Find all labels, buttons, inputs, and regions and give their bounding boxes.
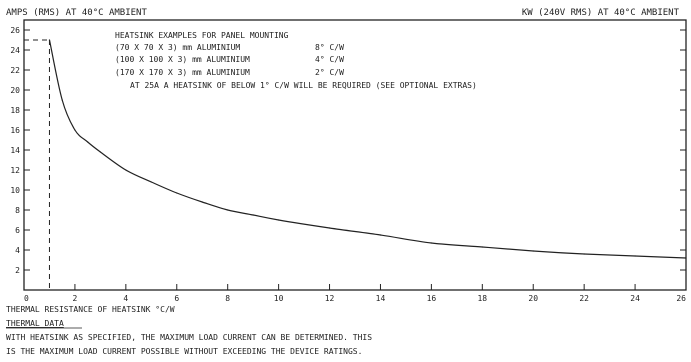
data-point	[328, 227, 331, 229]
x-tick-label: 18	[477, 294, 487, 303]
notes-row-1-rating: 8° C/W	[315, 43, 344, 52]
notes-row-1-size: (70 X 70 X 3) mm ALUMINIUM	[115, 43, 240, 52]
data-point	[227, 209, 229, 211]
y-tick-label: 4	[15, 246, 20, 255]
data-point	[74, 129, 76, 131]
right-axis-ticks	[680, 29, 686, 271]
notes-row-2-rating: 4° C/W	[315, 55, 344, 64]
right-axis-title: KW (240V RMS) AT 40°C AMBIENT	[522, 8, 680, 18]
x-tick-label: 2	[73, 294, 78, 303]
data-point	[379, 234, 382, 236]
notes-row-3-size: (170 X 170 X 3) mm ALUMINIUM	[115, 68, 250, 77]
data-point	[61, 99, 63, 101]
data-point	[685, 257, 687, 259]
x-tick-label: 14	[376, 294, 386, 303]
data-point	[176, 192, 178, 194]
data-point	[150, 181, 152, 183]
current-curve-line	[48, 39, 687, 259]
curve-points	[48, 39, 687, 259]
data-point	[252, 214, 254, 216]
heatsink-notes: HEATSINK EXAMPLES FOR PANEL MOUNTING (70…	[115, 31, 477, 90]
notes-warning: AT 25A A HEATSINK OF BELOW 1° C/W WILL B…	[130, 81, 477, 90]
y-tick-label: 10	[10, 186, 20, 195]
x-tick-label: 8	[225, 294, 230, 303]
y-tick-label: 26	[10, 26, 20, 35]
footer-line-2: IS THE MAXIMUM LOAD CURRENT POSSIBLE WIT…	[6, 347, 362, 356]
data-point	[201, 201, 203, 203]
x-tick-label: 22	[579, 294, 589, 303]
data-point	[99, 151, 101, 153]
y-tick-label: 22	[10, 66, 20, 75]
data-point	[48, 39, 51, 41]
notes-row-3-rating: 2° C/W	[315, 68, 344, 77]
plot-frame	[23, 19, 687, 291]
y-tick-label: 16	[10, 126, 20, 135]
x-tick-label: 16	[427, 294, 437, 303]
data-point	[634, 255, 636, 257]
y-tick-label: 18	[10, 106, 20, 115]
x-tick-label: 10	[274, 294, 284, 303]
y-tick-label: 24	[10, 46, 20, 55]
notes-row-2-size: (100 X 100 X 3) mm ALUMINIUM	[115, 55, 250, 64]
x-tick-label: 6	[174, 294, 179, 303]
x-axis-label: THERMAL RESISTANCE OF HEATSINK °C/W	[6, 305, 175, 314]
thermal-data-heading: THERMAL DATA	[6, 319, 64, 328]
data-point	[583, 253, 585, 255]
reference-lines	[24, 39, 50, 290]
footer-line-1: WITH HEATSINK AS SPECIFIED, THE MAXIMUM …	[6, 333, 372, 342]
left-axis-title: AMPS (RMS) AT 40°C AMBIENT	[6, 8, 147, 18]
x-tick-label: 0	[24, 294, 29, 303]
x-tick-label: 12	[325, 294, 335, 303]
x-tick-label: 20	[528, 294, 538, 303]
data-point	[532, 250, 534, 252]
notes-title: HEATSINK EXAMPLES FOR PANEL MOUNTING	[115, 31, 289, 40]
x-tick-label: 24	[630, 294, 640, 303]
x-tick-label: 4	[123, 294, 128, 303]
y-tick-label: 12	[10, 166, 20, 175]
x-tick-label: 26	[676, 294, 686, 303]
y-tick-label: 14	[10, 146, 20, 155]
data-point	[481, 246, 483, 248]
data-point	[278, 219, 280, 221]
y-tick-label: 2	[15, 266, 20, 275]
data-point	[125, 169, 127, 171]
y-tick-label: 8	[15, 206, 20, 215]
data-point	[430, 242, 432, 244]
x-axis-ticks: 0 2 4 6 8 10 12 14 16 18 20 22 24 26	[23, 284, 687, 303]
data-point	[87, 141, 89, 143]
y-tick-label: 20	[10, 86, 20, 95]
y-tick-label: 6	[15, 226, 20, 235]
